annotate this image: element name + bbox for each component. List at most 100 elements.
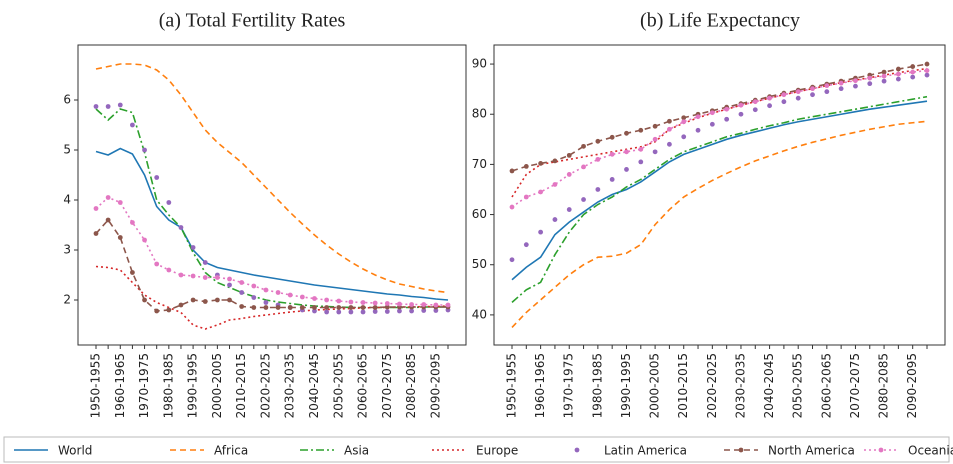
- series-marker: [681, 115, 687, 121]
- series-marker: [263, 300, 269, 305]
- series-marker: [214, 275, 220, 280]
- series-marker: [421, 302, 427, 307]
- y-tick-label: 2: [63, 293, 71, 307]
- series-marker: [117, 200, 123, 205]
- series-marker: [360, 305, 366, 310]
- series-marker: [154, 261, 160, 267]
- series-line: [95, 196, 448, 306]
- series-marker: [384, 301, 390, 306]
- series-marker: [239, 290, 245, 295]
- series-marker: [312, 296, 317, 301]
- series-marker: [105, 104, 111, 109]
- series-marker: [312, 305, 317, 310]
- series-marker: [667, 126, 672, 132]
- series-marker: [105, 195, 111, 200]
- series-marker: [397, 308, 402, 314]
- series-line: [511, 69, 928, 208]
- series-marker: [275, 290, 281, 295]
- series-marker: [752, 99, 758, 105]
- series-marker: [595, 187, 601, 192]
- series-marker: [433, 302, 439, 308]
- series-marker: [509, 257, 515, 263]
- series-marker: [324, 309, 330, 315]
- x-tick-label: 2050-2055: [331, 353, 345, 418]
- x-tick-label: 2080-2085: [877, 353, 891, 418]
- x-tick-label: 2000-2005: [648, 353, 662, 418]
- series-marker: [202, 275, 208, 280]
- series-marker: [287, 305, 293, 310]
- series-marker: [795, 95, 801, 101]
- y-tick-label: 3: [63, 243, 71, 257]
- x-tick-label: 2060-2065: [356, 353, 370, 418]
- series-marker: [895, 66, 901, 72]
- series-marker: [609, 151, 615, 157]
- series-marker: [667, 118, 672, 124]
- y-tick-label: 40: [472, 307, 487, 321]
- series-marker: [166, 200, 172, 205]
- series-marker: [867, 75, 873, 81]
- series-marker: [810, 86, 815, 92]
- series-marker: [360, 309, 366, 315]
- x-tick-label: 2010-2015: [234, 353, 248, 418]
- series-marker: [895, 71, 901, 77]
- series-marker: [287, 292, 293, 298]
- y-tick-label: 6: [63, 93, 71, 107]
- series-marker: [781, 92, 787, 98]
- series-marker: [824, 89, 830, 95]
- series-marker: [142, 237, 147, 243]
- series-marker: [752, 107, 758, 113]
- series-marker: [348, 309, 354, 315]
- series-marker: [624, 149, 629, 155]
- series-marker: [924, 61, 930, 67]
- series-marker: [552, 158, 558, 164]
- series-marker: [638, 146, 644, 152]
- series-line: [95, 218, 448, 312]
- series-marker: [142, 147, 147, 153]
- legend-label: Asia: [344, 444, 369, 458]
- y-tick-label: 5: [63, 143, 71, 157]
- series-marker: [384, 309, 390, 314]
- series-marker: [638, 127, 644, 133]
- series-marker: [523, 164, 529, 169]
- series-marker: [397, 301, 402, 307]
- series-line: [511, 63, 928, 172]
- chart-title: (b) Life Expectancy: [640, 10, 800, 32]
- x-tick-label: 1960-1965: [533, 353, 547, 418]
- x-tick-label: 2050-2055: [791, 353, 805, 418]
- series-marker: [324, 297, 330, 303]
- series-marker: [681, 119, 687, 125]
- series-marker: [624, 167, 629, 172]
- series-marker: [538, 189, 544, 195]
- series-marker: [910, 64, 916, 69]
- legend-label: World: [58, 444, 92, 458]
- series-marker: [239, 280, 245, 285]
- x-tick-label: 2030-2035: [733, 353, 747, 418]
- series-line: [511, 120, 928, 328]
- x-tick-label: 1980-1985: [161, 353, 175, 418]
- series-marker: [595, 138, 601, 144]
- series-marker: [652, 149, 658, 155]
- series-marker: [738, 102, 744, 108]
- chart-title: (a) Total Fertility Rates: [159, 10, 346, 32]
- series-marker: [566, 152, 572, 158]
- series-marker: [130, 270, 135, 275]
- series-marker: [566, 172, 572, 177]
- series-marker: [724, 106, 730, 112]
- series-marker: [130, 220, 135, 225]
- x-tick-label: 2090-2095: [428, 353, 442, 418]
- series-marker: [275, 305, 281, 310]
- series-marker: [781, 99, 787, 105]
- series-line: [95, 108, 448, 309]
- series-marker: [227, 282, 232, 288]
- x-tick-label: 2040-2045: [307, 353, 321, 418]
- series-marker: [552, 182, 558, 187]
- series-marker: [372, 305, 378, 310]
- series-marker: [202, 299, 208, 304]
- legend-marker: [738, 447, 744, 453]
- series-marker: [595, 156, 601, 162]
- series-marker: [838, 86, 844, 92]
- series-marker: [251, 283, 257, 289]
- series-marker: [581, 197, 586, 202]
- series-marker: [336, 298, 342, 304]
- series-marker: [93, 231, 99, 236]
